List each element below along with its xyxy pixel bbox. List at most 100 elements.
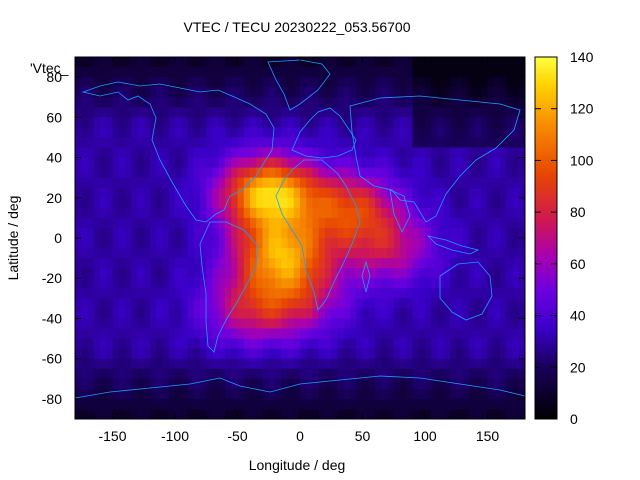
heatmap-cell (400, 308, 407, 320)
heatmap-cell (150, 167, 157, 179)
heatmap-cell (225, 338, 232, 350)
heatmap-cell (75, 197, 82, 209)
heatmap-cell (125, 127, 132, 139)
heatmap-cell (181, 398, 189, 410)
heatmap-cell (437, 398, 445, 410)
heatmap-cell (118, 57, 126, 68)
heatmap-cell (75, 157, 82, 169)
heatmap-cell (162, 67, 170, 78)
heatmap-cell (425, 368, 432, 380)
heatmap-cell (375, 358, 382, 370)
heatmap-cell (275, 308, 282, 320)
heatmap-cell (387, 207, 395, 219)
heatmap-cell (225, 147, 232, 159)
heatmap-cell (381, 268, 389, 279)
heatmap-cell (418, 57, 426, 68)
heatmap-cell (212, 147, 220, 159)
heatmap-cell (218, 328, 226, 340)
heatmap-cell (243, 338, 251, 350)
heatmap-cell (118, 388, 126, 400)
heatmap-cell (175, 378, 182, 390)
heatmap-cell (325, 77, 332, 88)
heatmap-cell (93, 87, 101, 98)
heatmap-cell (87, 137, 95, 149)
heatmap-cell (218, 207, 226, 219)
heatmap-cell (356, 298, 364, 309)
heatmap-cell (187, 137, 195, 149)
heatmap-cell (418, 87, 426, 98)
heatmap-cell (293, 308, 301, 320)
heatmap-cell (275, 127, 282, 139)
heatmap-cell (212, 107, 220, 118)
heatmap-cell (268, 238, 276, 249)
heatmap-cell (75, 308, 82, 320)
heatmap-cell (318, 348, 326, 360)
heatmap-cell (225, 248, 232, 259)
heatmap-cell (168, 167, 176, 179)
heatmap-cell (331, 258, 339, 269)
heatmap-cell (406, 157, 414, 169)
heatmap-cell (143, 107, 151, 118)
heatmap-cell (168, 97, 176, 108)
heatmap-cell (231, 348, 239, 360)
heatmap-cell (431, 368, 439, 380)
heatmap-cell (243, 328, 251, 340)
heatmap-cell (331, 388, 339, 400)
heatmap-cell (100, 398, 107, 410)
heatmap-cell (237, 67, 245, 78)
heatmap-cell (125, 147, 132, 159)
heatmap-cell (312, 187, 320, 199)
heatmap-cell (350, 67, 357, 78)
heatmap-cell (231, 147, 239, 159)
heatmap-cell (518, 117, 525, 128)
heatmap-cell (137, 258, 145, 269)
heatmap-cell (200, 318, 207, 330)
heatmap-cell (387, 107, 395, 118)
heatmap-cell (356, 258, 364, 269)
heatmap-cell (518, 258, 525, 269)
heatmap-cell (281, 408, 289, 419)
heatmap-cell (225, 177, 232, 189)
heatmap-cell (406, 207, 414, 219)
heatmap-cell (106, 97, 114, 108)
heatmap-cell (337, 318, 345, 330)
heatmap-cell (218, 238, 226, 249)
heatmap-cell (318, 388, 326, 400)
heatmap-cell (150, 217, 157, 229)
heatmap-cell (375, 97, 382, 108)
heatmap-cell (443, 328, 451, 340)
heatmap-cell (393, 258, 401, 269)
heatmap-cell (325, 318, 332, 330)
heatmap-cell (443, 157, 451, 169)
heatmap-cell (231, 77, 239, 88)
heatmap-cell (368, 248, 376, 259)
heatmap-cell (318, 137, 326, 149)
heatmap-cell (468, 177, 476, 189)
heatmap-cell (231, 137, 239, 149)
heatmap-cell (118, 298, 126, 309)
heatmap-cell (425, 258, 432, 269)
heatmap-cell (112, 227, 120, 239)
heatmap-cell (456, 358, 464, 370)
heatmap-cell (368, 328, 376, 340)
heatmap-cell (118, 157, 126, 169)
heatmap-cell (212, 258, 220, 269)
heatmap-cell (212, 77, 220, 88)
heatmap-cell (131, 238, 139, 249)
heatmap-cell (193, 278, 201, 289)
heatmap-cell (106, 348, 114, 360)
heatmap-cell (193, 258, 201, 269)
heatmap-cell (462, 398, 470, 410)
heatmap-cell (100, 227, 107, 239)
heatmap-cell (143, 378, 151, 390)
heatmap-cell (518, 318, 525, 330)
heatmap-cell (331, 248, 339, 259)
heatmap-cell (268, 87, 276, 98)
heatmap-cell (393, 368, 401, 380)
heatmap-cell (512, 67, 520, 78)
coastline-south-america (199, 221, 259, 353)
heatmap-cell (293, 358, 301, 370)
heatmap-cell (281, 117, 289, 128)
heatmap-cell (156, 87, 164, 98)
coastline-australia (439, 261, 493, 321)
